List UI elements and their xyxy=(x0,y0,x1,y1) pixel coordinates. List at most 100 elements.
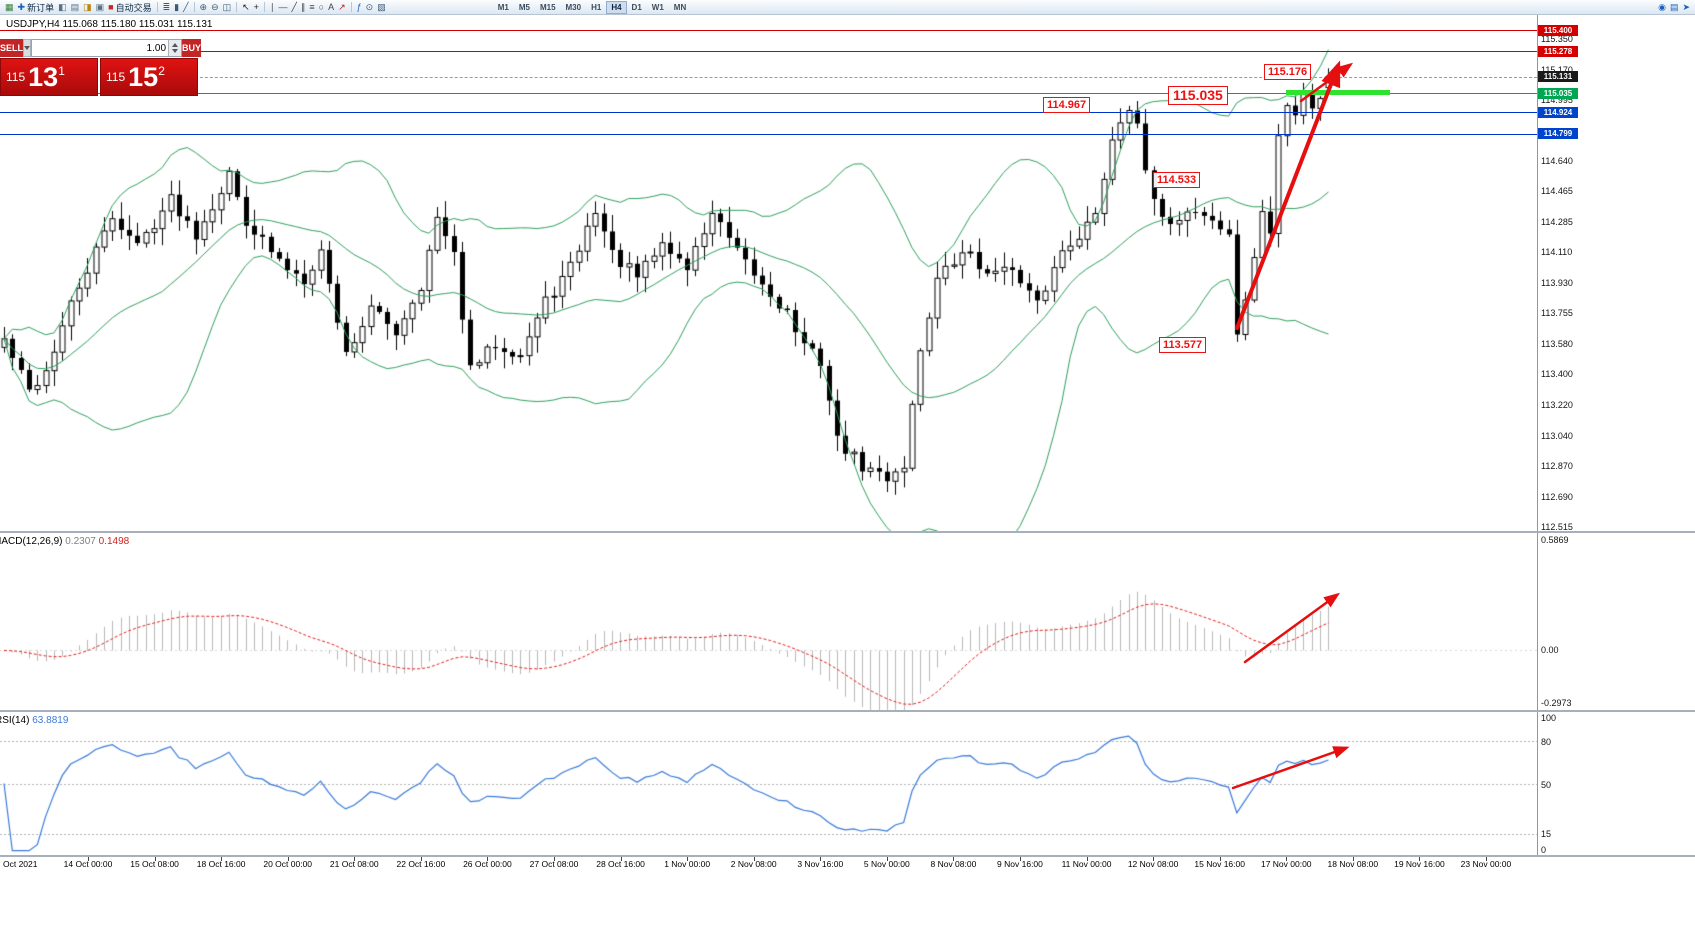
indicators-button[interactable]: ƒ xyxy=(355,1,364,14)
time-axis-label: 15 Nov 16:00 xyxy=(1194,859,1245,869)
search-button[interactable]: ➤ xyxy=(1680,1,1692,14)
market-watch-button[interactable]: ◧ xyxy=(56,1,69,14)
pane-separator[interactable] xyxy=(0,710,1695,712)
buy-price-button[interactable]: 115 15 2 xyxy=(100,58,198,96)
arrow-tool-button[interactable]: ↗ xyxy=(336,1,348,14)
volume-spinner[interactable] xyxy=(168,40,182,56)
periods-button[interactable]: ⊙ xyxy=(364,1,376,14)
search-icon: ➤ xyxy=(1682,1,1690,12)
volume-field xyxy=(31,39,183,57)
price-callout-115.035[interactable]: 115.035 xyxy=(1168,86,1228,105)
templates-button[interactable]: ▧ xyxy=(375,1,388,14)
bar-chart-button[interactable]: ≣ xyxy=(161,1,173,14)
timeframe-h4-button[interactable]: H4 xyxy=(606,0,627,14)
timeframe-mn-button[interactable]: MN xyxy=(669,1,691,14)
bar-chart-icon: ≣ xyxy=(162,1,171,12)
volume-input[interactable] xyxy=(32,40,169,56)
price-badge-115.400: 115.400 xyxy=(1538,25,1578,36)
level-line-115.400[interactable] xyxy=(0,30,1537,31)
macd-axis-label: 0.5869 xyxy=(1541,535,1569,545)
time-axis-tick xyxy=(421,857,422,861)
macd-canvas[interactable] xyxy=(0,533,1537,710)
level-line-114.924[interactable] xyxy=(0,112,1537,113)
chat-button[interactable]: ◉ xyxy=(1656,1,1668,14)
buy-button[interactable]: BUY xyxy=(182,39,202,57)
arrow-tool-icon: ↗ xyxy=(338,1,346,12)
timeframe-w1-button[interactable]: W1 xyxy=(647,1,669,14)
toolbar-separator xyxy=(350,2,352,12)
sell-button[interactable]: SELL xyxy=(0,39,24,57)
timeframe-m5-button[interactable]: M5 xyxy=(514,1,535,14)
zoom-out-icon: ⊖ xyxy=(211,1,219,12)
navigator-icon: ◨ xyxy=(83,1,92,12)
time-axis-label: 28 Oct 16:00 xyxy=(596,859,645,869)
timeframe-d1-button[interactable]: D1 xyxy=(627,1,647,14)
time-axis-label: 17 Nov 00:00 xyxy=(1260,859,1312,869)
level-line-114.799[interactable] xyxy=(0,134,1537,135)
time-axis-label: 21 Oct 08:00 xyxy=(329,859,379,869)
timeframe-m30-button[interactable]: M30 xyxy=(561,1,587,14)
text-tool-button[interactable]: A xyxy=(326,1,336,14)
data-window-button[interactable]: ▤ xyxy=(69,1,82,14)
price-callout-114.967[interactable]: 114.967 xyxy=(1043,97,1091,113)
time-axis-tick xyxy=(1153,857,1154,861)
line-chart-button[interactable]: ╱ xyxy=(181,1,190,14)
terminal-button[interactable]: ▣ xyxy=(94,1,107,14)
new-chart-button[interactable]: ▦ xyxy=(3,1,16,14)
level-line-115.278[interactable] xyxy=(0,51,1537,52)
cursor-button[interactable]: ↖ xyxy=(240,1,252,14)
channel-button[interactable]: ∥ xyxy=(299,1,308,14)
shapes-icon: ○ xyxy=(318,1,325,12)
macd-axis-label: -0.2973 xyxy=(1541,698,1572,708)
price-callout-113.577[interactable]: 113.577 xyxy=(1159,337,1207,353)
time-axis-tick xyxy=(1087,857,1088,861)
zoom-in-button[interactable]: ⊕ xyxy=(198,1,210,14)
sell-price-button[interactable]: 115 13 1 xyxy=(0,58,98,96)
vertical-line-button[interactable]: ∣ xyxy=(268,1,277,14)
trendline-button[interactable]: ╱ xyxy=(289,1,298,14)
autotrading-button[interactable]: ■ 自动交易 xyxy=(106,1,153,14)
time-axis-tick xyxy=(155,857,156,861)
time-axis-tick xyxy=(288,857,289,861)
price-axis-tick: 114.110 xyxy=(1541,247,1573,257)
candlestick-chart-button[interactable]: ▮ xyxy=(172,1,181,14)
new-order-button[interactable]: ✚ 新订单 xyxy=(16,1,57,14)
tile-windows-button[interactable]: ◫ xyxy=(221,1,234,14)
rsi-indicator-label: RSI(14) 63.8819 xyxy=(0,715,68,726)
macd-signal-value: 0.1498 xyxy=(98,536,130,547)
price-badge-115.278: 115.278 xyxy=(1538,46,1578,57)
rsi-canvas[interactable] xyxy=(0,712,1537,855)
horizontal-line-button[interactable]: ― xyxy=(276,1,289,14)
pane-separator[interactable] xyxy=(0,531,1695,533)
fibonacci-button[interactable]: ≡ xyxy=(307,1,316,14)
time-axis-tick xyxy=(621,857,622,861)
terminal-icon: ▣ xyxy=(95,1,105,12)
vertical-line-icon: ∣ xyxy=(269,1,275,12)
buy-price-pips: 15 xyxy=(128,62,159,92)
pane-separator[interactable] xyxy=(0,855,1695,857)
order-dropdown-caret-icon[interactable] xyxy=(23,39,32,57)
level-line-115.131[interactable] xyxy=(0,77,1537,78)
time-axis-tick xyxy=(887,857,888,861)
community-button[interactable]: ▤ xyxy=(1668,1,1681,14)
price-callout-114.533[interactable]: 114.533 xyxy=(1153,172,1201,188)
zoom-out-button[interactable]: ⊖ xyxy=(209,1,221,14)
navigator-button[interactable]: ◨ xyxy=(81,1,94,14)
price-axis-tick: 112.515 xyxy=(1541,522,1573,532)
time-axis-tick xyxy=(1353,857,1354,861)
timeframe-m15-button[interactable]: M15 xyxy=(535,1,561,14)
level-line-115.035[interactable] xyxy=(0,93,1537,94)
price-axis-tick: 113.930 xyxy=(1541,278,1573,288)
buy-price-point: 2 xyxy=(158,64,165,78)
time-axis-label: 20 Oct 00:00 xyxy=(263,859,313,869)
timeframe-h1-button[interactable]: H1 xyxy=(586,1,606,14)
price-axis-tick: 113.040 xyxy=(1541,431,1573,441)
shapes-button[interactable]: ○ xyxy=(317,1,326,14)
timeframe-m1-button[interactable]: M1 xyxy=(493,1,514,14)
crosshair-button[interactable]: + xyxy=(252,1,261,14)
time-axis-tick xyxy=(953,857,954,861)
price-axis-tick: 115.350 xyxy=(1541,34,1573,44)
time-axis-tick xyxy=(88,857,89,861)
price-callout-115.176[interactable]: 115.176 xyxy=(1264,64,1312,80)
community-icon: ▤ xyxy=(1669,1,1679,12)
